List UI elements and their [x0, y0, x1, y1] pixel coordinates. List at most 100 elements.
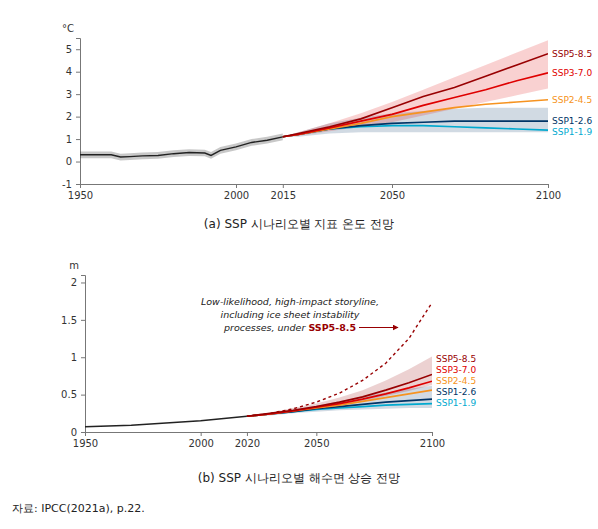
tick-mark	[76, 72, 80, 73]
tick: 2020	[235, 432, 260, 449]
x-axis: 1950 2000 2020 2050 2100	[73, 432, 445, 449]
tick-mark	[76, 117, 80, 118]
tick-label: 2050	[304, 438, 329, 449]
tick-mark	[247, 432, 248, 436]
legend-label: SSP2-4.5	[436, 376, 476, 386]
tick: 1950	[73, 432, 98, 449]
tick-mark	[201, 432, 202, 436]
tick-mark	[76, 184, 80, 185]
legend-label: SSP5-8.5	[552, 49, 592, 59]
scenario-line	[247, 374, 432, 416]
tick-mark	[76, 162, 80, 163]
tick-mark	[392, 184, 393, 188]
tick-mark	[81, 320, 85, 321]
legend-label: SSP1-1.9	[436, 398, 476, 408]
legend-label: SSP5-8.5	[436, 354, 476, 364]
tick-label: 2000	[188, 438, 213, 449]
tick: 1	[66, 134, 80, 145]
tick-label: 2100	[536, 190, 561, 201]
axis-title: °C	[62, 23, 74, 34]
tick: 2015	[271, 184, 296, 201]
tick-mark	[85, 432, 86, 436]
tick: 0.5	[61, 389, 85, 400]
legend-label: SSP1-2.6	[436, 387, 476, 397]
tick-mark	[80, 184, 81, 188]
scenario-line	[283, 73, 548, 137]
chart: -1 0 1 2 3 4 5 1950 2000 2015 2050 2100 °C SSP5-8.5 SS…	[62, 23, 592, 201]
axis-title: m	[69, 260, 79, 271]
tick-mark	[432, 432, 433, 436]
tick-label: 3	[66, 89, 72, 100]
tick-mark	[81, 357, 85, 358]
legend-label: SSP2-4.5	[552, 95, 592, 105]
axis-line	[76, 39, 81, 185]
tick-label: -1	[62, 179, 72, 190]
plot-area	[80, 40, 548, 160]
tick: 2050	[380, 184, 405, 201]
tick-label: 2100	[420, 438, 445, 449]
tick: 2000	[224, 184, 249, 201]
tick: 0	[71, 427, 85, 438]
tick-label: 0	[71, 427, 77, 438]
annotation-text: including ice sheet instability	[221, 309, 360, 320]
tick-label: 2000	[224, 190, 249, 201]
scenario-line	[283, 126, 548, 137]
tick-label: 1	[71, 352, 77, 363]
uncertainty-band	[80, 133, 283, 160]
tick: 2	[66, 111, 80, 122]
scenario-line	[247, 381, 432, 416]
chart-title: (a) SSP 시나리오별 지표 온도 전망	[204, 217, 394, 231]
tick-label: 1.5	[61, 315, 77, 326]
tick-mark	[548, 184, 549, 188]
tick: 1.5	[61, 315, 85, 326]
annotation: Low-likelihood, high-impact storyline,	[201, 296, 379, 307]
tick: 2000	[188, 432, 213, 449]
tick-mark	[76, 94, 80, 95]
tick-label: 2020	[235, 438, 260, 449]
uncertainty-band	[283, 40, 548, 137]
legend-label: SSP3-7.0	[552, 68, 592, 78]
tick-label: 5	[66, 44, 72, 55]
tick-mark	[236, 184, 237, 188]
legend-label: SSP3-7.0	[436, 365, 476, 375]
plot-area	[85, 303, 432, 427]
tick: -1	[62, 179, 80, 190]
uncertainty-band	[247, 356, 432, 416]
annotation-text: Low-likelihood, high-impact storyline,	[201, 296, 379, 307]
tick-label: 4	[66, 66, 72, 77]
scenario-line	[283, 54, 548, 137]
tick: 4	[66, 66, 80, 77]
tick-mark	[81, 395, 85, 396]
historical-line	[85, 416, 247, 426]
axis-line	[81, 276, 86, 433]
tick-label: 2	[71, 277, 77, 288]
tick-label: 0	[66, 156, 72, 167]
legend-label: SSP1-2.6	[552, 116, 592, 126]
scenario-line	[283, 100, 548, 137]
tick-mark	[316, 432, 317, 436]
historical-line	[80, 137, 283, 157]
chart-title: (b) SSP 시나리오별 해수면 상승 전망	[198, 471, 401, 485]
tick-mark	[76, 139, 80, 140]
tick-label: 2050	[380, 190, 405, 201]
tick: 2	[71, 277, 85, 288]
tick-label: 1950	[73, 438, 98, 449]
tick-label: 2	[66, 111, 72, 122]
tick-label: 1	[66, 134, 72, 145]
chart: 00.511.5219502000202020502100mSSP5-8.5SS…	[61, 260, 476, 449]
axis-line	[81, 185, 549, 189]
annotation-text: processes, under	[223, 322, 306, 333]
tick: 1950	[68, 184, 93, 201]
tick: 1	[71, 352, 85, 363]
legend-label: SSP1-1.9	[552, 127, 592, 137]
source-note: 자료: IPCC(2021a), p.22.	[12, 502, 145, 515]
figure: -101234519502000201520502100°CSSP5-8.5SS…	[0, 0, 598, 529]
tick-mark	[76, 49, 80, 50]
tick: 2100	[536, 184, 561, 201]
tick: 2100	[420, 432, 445, 449]
tick: 5	[66, 44, 80, 55]
x-axis: 1950 2000 2015 2050 2100	[68, 184, 561, 201]
tick-mark	[283, 184, 284, 188]
tick: 3	[66, 89, 80, 100]
annotation: including ice sheet instability	[221, 309, 360, 320]
